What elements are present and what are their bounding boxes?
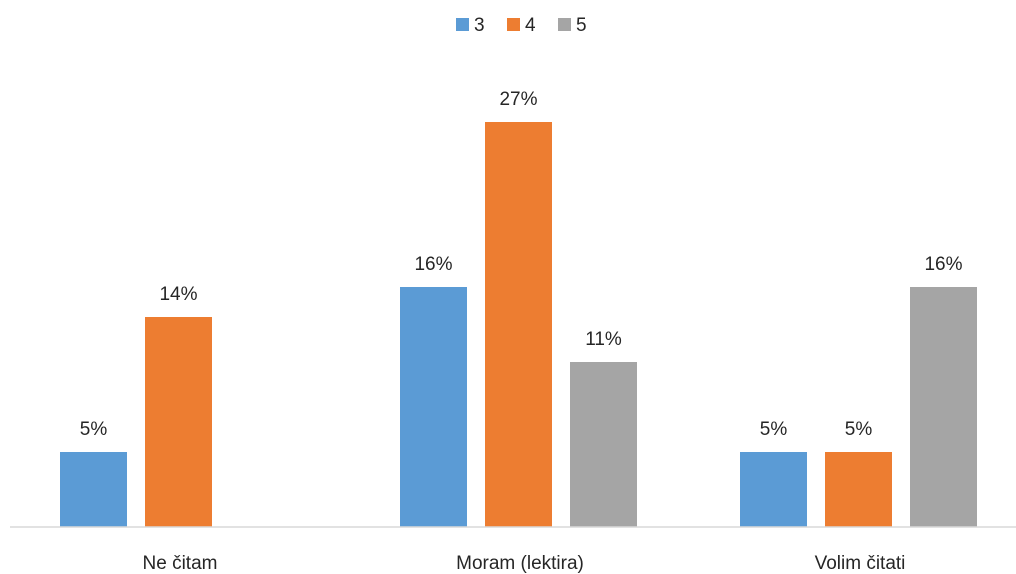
bar-series-4-cat-2 [825,452,892,527]
bar-series-4-cat-1 [485,122,552,527]
category-label-0: Ne čitam [143,553,218,574]
data-label-series-4-cat-2: 5% [845,419,873,440]
chart-legend: 3 4 5 [456,15,587,36]
bar-series-3-cat-1 [400,287,467,527]
data-label-series-4-cat-0: 14% [159,284,197,305]
legend-swatch-3 [456,18,469,31]
data-label-series-3-cat-2: 5% [760,419,788,440]
data-label-series-5-cat-1: 11% [585,329,622,350]
data-label-series-4-cat-1: 27% [499,89,537,110]
category-label-1: Moram (lektira) [456,553,584,574]
data-label-series-5-cat-2: 16% [924,254,962,275]
data-label-series-3-cat-0: 5% [80,419,108,440]
data-label-series-3-cat-1: 16% [414,254,452,275]
bar-series-5-cat-2 [910,287,977,527]
data-labels-group: 5% 14% 16% 27% 11% 5% 5% 16% [80,89,963,440]
bars-group [60,122,977,527]
category-label-2: Volim čitati [815,553,906,574]
legend-label-4: 4 [525,15,536,36]
legend-label-3: 3 [474,15,485,36]
category-labels-group: Ne čitam Moram (lektira) Volim čitati [143,553,906,574]
bar-series-5-cat-1 [570,362,637,527]
bar-series-3-cat-2 [740,452,807,527]
legend-swatch-4 [507,18,520,31]
legend-label-5: 5 [576,15,587,36]
legend-swatch-5 [558,18,571,31]
bar-series-4-cat-0 [145,317,212,527]
bar-series-3-cat-0 [60,452,127,527]
